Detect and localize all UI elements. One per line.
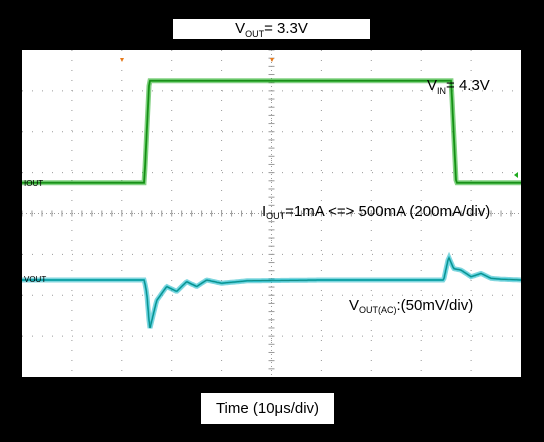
x-axis-label: Time (10μs/div)	[201, 393, 334, 424]
trigger-marker-icon	[120, 58, 124, 62]
vin-annotation: VIN= 4.3V	[427, 77, 490, 96]
ch1-ground-marker-icon	[514, 172, 518, 178]
vout-annotation: VOUT(AC):(50mV/div)	[349, 297, 473, 315]
iout-annotation: IOUT=1mA <=> 500mA (200mA/div)	[262, 203, 490, 221]
trigger-level-icon	[270, 58, 274, 62]
vout-trace-center	[22, 258, 521, 328]
ch1-marker: IOUT	[24, 179, 43, 188]
oscilloscope-screen: IOUT VOUT VIN= 4.3V IOUT=1mA <=> 500mA (…	[22, 50, 521, 377]
chart-title: VOUT= 3.3V	[173, 19, 370, 39]
ch2-marker: VOUT	[24, 275, 46, 284]
